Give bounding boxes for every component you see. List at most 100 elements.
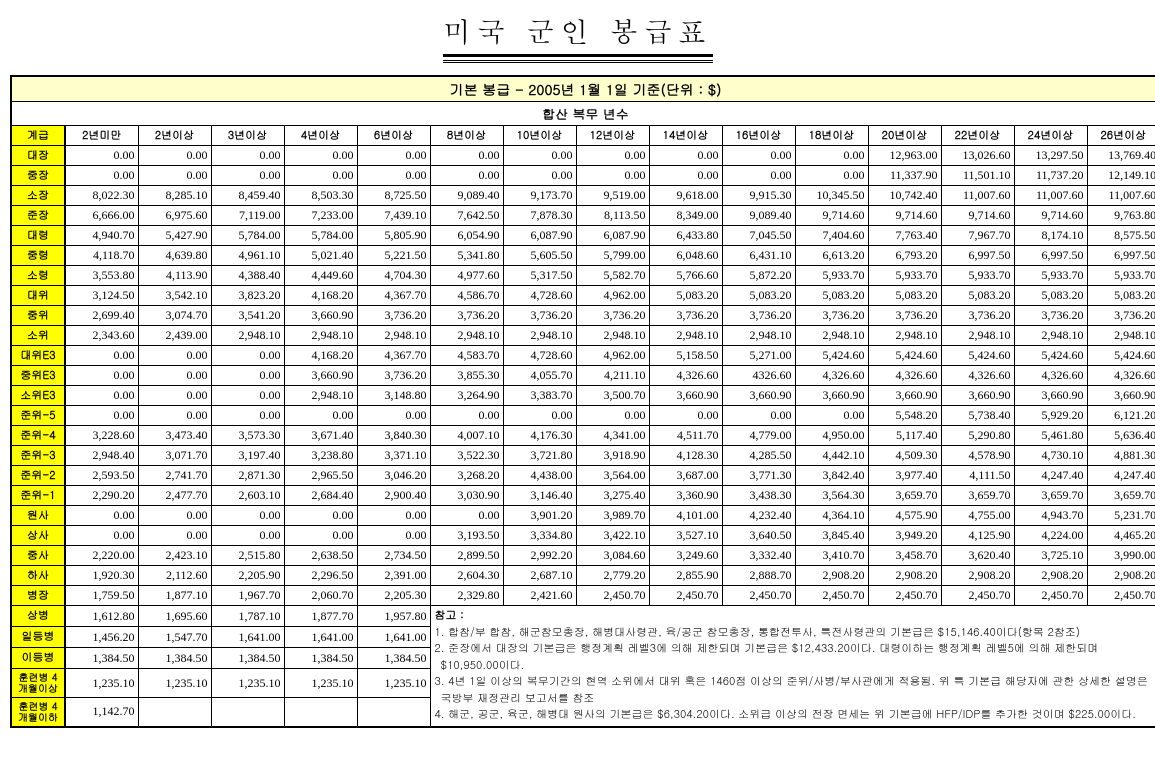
value-cell: 3,736.20 <box>1014 306 1087 326</box>
value-cell: 4,364.10 <box>795 506 868 526</box>
value-cell: 2,060.70 <box>284 586 357 606</box>
value-cell: 8,725.50 <box>357 186 430 206</box>
value-cell: 5,424.60 <box>941 346 1014 366</box>
value-cell: 6,431.10 <box>722 246 795 266</box>
value-cell: 3,553.80 <box>65 266 138 286</box>
value-cell: 1,235.10 <box>211 669 284 698</box>
value-cell: 7,233.00 <box>284 206 357 226</box>
value-cell: 9,173.70 <box>503 186 576 206</box>
value-cell: 2,593.50 <box>65 466 138 486</box>
value-cell: 1,456.20 <box>65 627 138 648</box>
rank-cell: 준위-3 <box>11 446 65 466</box>
value-cell: 3,146.40 <box>503 486 576 506</box>
value-cell: 0.00 <box>211 506 284 526</box>
value-cell: 0.00 <box>503 166 576 186</box>
value-cell: 6,048.60 <box>649 246 722 266</box>
value-cell: 2,638.50 <box>284 546 357 566</box>
value-cell: 0.00 <box>211 146 284 166</box>
value-cell: 3,977.40 <box>868 466 941 486</box>
value-cell: 3,438.30 <box>722 486 795 506</box>
value-cell: 4,977.60 <box>430 266 503 286</box>
rank-cell: 소령 <box>11 266 65 286</box>
value-cell: 2,343.60 <box>65 326 138 346</box>
value-cell: 4,326.60 <box>795 366 868 386</box>
value-cell: 2,450.70 <box>795 586 868 606</box>
value-cell: 0.00 <box>357 526 430 546</box>
value-cell: 0.00 <box>430 406 503 426</box>
value-cell: 0.00 <box>284 406 357 426</box>
value-cell: 3,660.90 <box>722 386 795 406</box>
value-cell: 2,687.10 <box>503 566 576 586</box>
rank-cell: 이등병 <box>11 648 65 669</box>
value-cell: 6,054.90 <box>430 226 503 246</box>
value-cell: 0.00 <box>211 526 284 546</box>
value-cell: 5,548.20 <box>868 406 941 426</box>
value-cell: 2,220.00 <box>65 546 138 566</box>
value-cell: 5,738.40 <box>941 406 1014 426</box>
value-cell: 4,881.30 <box>1087 446 1155 466</box>
value-cell: 3,193.50 <box>430 526 503 546</box>
value-cell: 2,423.10 <box>138 546 211 566</box>
value-cell: 3,124.50 <box>65 286 138 306</box>
value-cell: 4,509.30 <box>868 446 941 466</box>
value-cell: 4,755.00 <box>941 506 1014 526</box>
value-cell: 0.00 <box>357 406 430 426</box>
value-cell: 3,918.90 <box>576 446 649 466</box>
value-cell: 0.00 <box>211 386 284 406</box>
value-cell: 1,920.30 <box>65 566 138 586</box>
value-cell: 3,371.10 <box>357 446 430 466</box>
col-head: 3년이상 <box>211 126 284 146</box>
value-cell: 3,542.10 <box>138 286 211 306</box>
value-cell: 1,877.70 <box>284 606 357 627</box>
value-cell: 3,148.80 <box>357 386 430 406</box>
value-cell: 5,933.70 <box>1087 266 1155 286</box>
value-cell: 3,659.70 <box>1014 486 1087 506</box>
value-cell: 2,734.50 <box>357 546 430 566</box>
value-cell: 2,948.10 <box>211 326 284 346</box>
value-cell: 4,388.40 <box>211 266 284 286</box>
value-cell: 11,501.10 <box>941 166 1014 186</box>
value-cell: 1,695.60 <box>138 606 211 627</box>
value-cell: 0.00 <box>722 406 795 426</box>
rank-cell: 소위 <box>11 326 65 346</box>
value-cell: 0.00 <box>357 506 430 526</box>
value-cell: 7,878.30 <box>503 206 576 226</box>
value-cell: 5,872.20 <box>722 266 795 286</box>
value-cell: 2,948.10 <box>430 326 503 346</box>
value-cell: 2,477.70 <box>138 486 211 506</box>
col-head: 12년이상 <box>576 126 649 146</box>
value-cell: 2,948.10 <box>941 326 1014 346</box>
col-head: 2년이상 <box>138 126 211 146</box>
value-cell: 8,174.10 <box>1014 226 1087 246</box>
value-cell: 1,641.00 <box>284 627 357 648</box>
value-cell: 2,205.30 <box>357 586 430 606</box>
value-cell: 0.00 <box>430 506 503 526</box>
value-cell: 2,112.60 <box>138 566 211 586</box>
value-cell: 3,736.20 <box>941 306 1014 326</box>
value-cell: 4,118.70 <box>65 246 138 266</box>
value-cell: 3,334.80 <box>503 526 576 546</box>
value-cell: 2,908.20 <box>1087 566 1155 586</box>
value-cell: 0.00 <box>211 346 284 366</box>
value-cell: 2,450.70 <box>941 586 1014 606</box>
value-cell: 0.00 <box>649 146 722 166</box>
col-head: 4년이상 <box>284 126 357 146</box>
value-cell: 2,900.40 <box>357 486 430 506</box>
value-cell: 1,759.50 <box>65 586 138 606</box>
value-cell: 3,071.70 <box>138 446 211 466</box>
col-head: 22년이상 <box>941 126 1014 146</box>
value-cell: 0.00 <box>65 366 138 386</box>
value-cell: 4,111.50 <box>941 466 1014 486</box>
value-cell: 2,908.20 <box>868 566 941 586</box>
value-cell: 0.00 <box>722 166 795 186</box>
value-cell: 2,450.70 <box>722 586 795 606</box>
value-cell: 2,439.00 <box>138 326 211 346</box>
value-cell: 4,511.70 <box>649 426 722 446</box>
value-cell: 2,948.10 <box>722 326 795 346</box>
rank-cell: 상사 <box>11 526 65 546</box>
value-cell: 3,084.60 <box>576 546 649 566</box>
value-cell: 8,022.30 <box>65 186 138 206</box>
value-cell: 3,989.70 <box>576 506 649 526</box>
value-cell: 2,450.70 <box>868 586 941 606</box>
value-cell: 0.00 <box>211 166 284 186</box>
